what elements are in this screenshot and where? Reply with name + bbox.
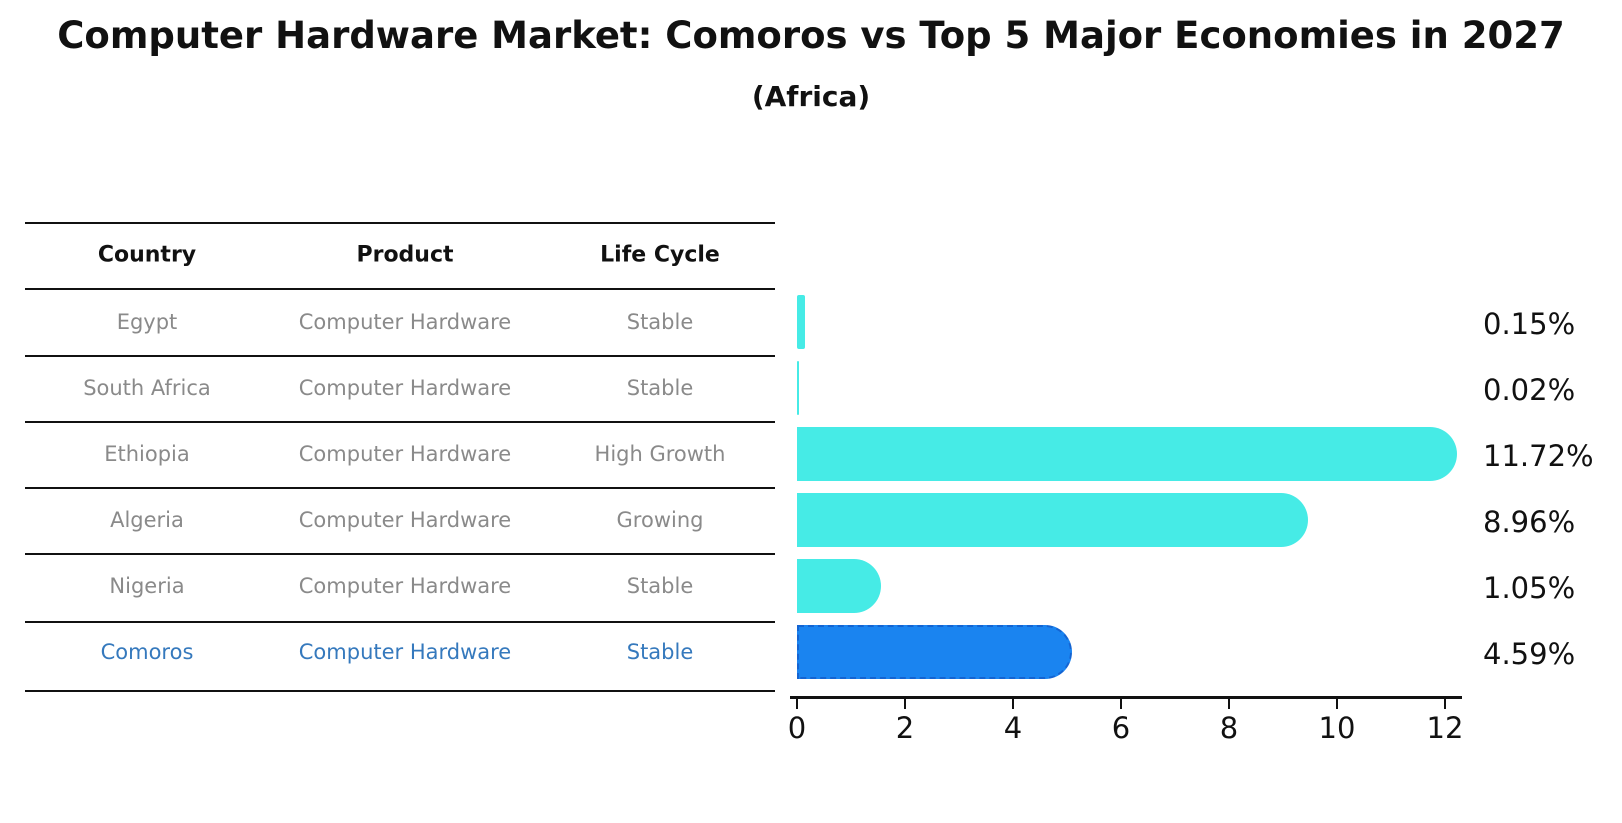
table-cell-life-cycle: Stable <box>626 640 694 664</box>
table-rule-line <box>25 222 775 224</box>
table-cell-product: Computer Hardware <box>298 508 512 532</box>
table-cell-life-cycle: Stable <box>626 574 694 598</box>
table-cell-country: Egypt <box>116 310 178 334</box>
table-cell-product: Computer Hardware <box>298 640 512 664</box>
bar <box>797 361 799 415</box>
value-label: 8.96% <box>1483 505 1576 539</box>
table-cell-country: Ethiopia <box>104 442 190 466</box>
table-rule-line <box>25 553 775 555</box>
x-axis-line <box>790 696 1462 699</box>
table-cell-country: South Africa <box>83 376 211 400</box>
x-tick-mark <box>1443 697 1447 709</box>
table-cell-country: Algeria <box>110 508 184 532</box>
x-tick-mark <box>903 697 907 709</box>
x-tick-label: 6 <box>1111 711 1131 745</box>
bar-highlight <box>797 625 1072 679</box>
value-label: 1.05% <box>1483 571 1576 605</box>
table-cell-product: Computer Hardware <box>298 376 512 400</box>
table-rule-line <box>25 288 775 290</box>
table-cell-product: Computer Hardware <box>298 442 512 466</box>
value-label: 4.59% <box>1483 637 1576 671</box>
x-tick-mark <box>1119 697 1123 709</box>
column-header-product: Product <box>356 242 454 268</box>
table-rule-line <box>25 421 775 423</box>
x-tick-label: 12 <box>1426 711 1464 745</box>
chart-subtitle: (Africa) <box>751 80 871 113</box>
table-rule-line <box>25 355 775 357</box>
table-cell-life-cycle: Stable <box>626 376 694 400</box>
table-cell-life-cycle: High Growth <box>594 442 726 466</box>
x-tick-label: 10 <box>1318 711 1356 745</box>
bar <box>797 295 806 349</box>
table-cell-country: Nigeria <box>109 574 185 598</box>
value-label: 0.02% <box>1483 373 1576 407</box>
x-tick-label: 4 <box>1003 711 1023 745</box>
table-cell-life-cycle: Stable <box>626 310 694 334</box>
x-tick-mark <box>1011 697 1015 709</box>
x-tick-label: 0 <box>787 711 807 745</box>
x-tick-mark <box>1227 697 1231 709</box>
table-cell-country: Comoros <box>100 640 194 664</box>
bar <box>797 559 881 613</box>
x-tick-label: 2 <box>895 711 915 745</box>
x-tick-label: 8 <box>1219 711 1239 745</box>
table-rule-line <box>25 690 775 692</box>
bar <box>797 493 1308 547</box>
bar <box>797 427 1457 481</box>
table-rule-line <box>25 621 775 623</box>
column-header-country: Country <box>97 242 197 268</box>
x-tick-mark <box>1335 697 1339 709</box>
chart-title: Computer Hardware Market: Comoros vs Top… <box>57 14 1565 57</box>
column-header-life-cycle: Life Cycle <box>600 242 720 268</box>
table-cell-product: Computer Hardware <box>298 574 512 598</box>
table-cell-product: Computer Hardware <box>298 310 512 334</box>
table-rule-line <box>25 487 775 489</box>
value-label: 11.72% <box>1483 439 1594 473</box>
x-tick-mark <box>795 697 799 709</box>
value-label: 0.15% <box>1483 307 1576 341</box>
table-cell-life-cycle: Growing <box>616 508 704 532</box>
